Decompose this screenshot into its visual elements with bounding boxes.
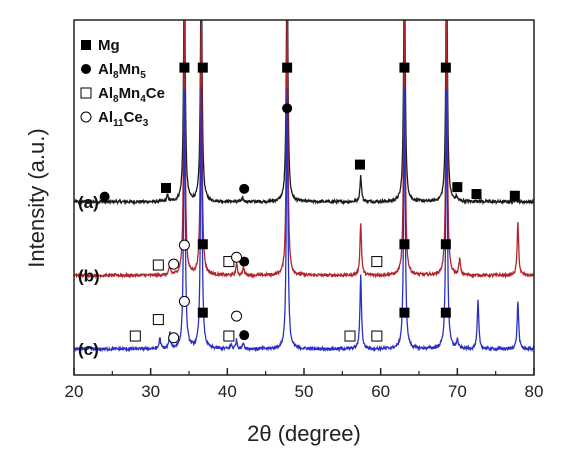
al8mn4ce-marker bbox=[129, 330, 141, 342]
x-tick-label: 60 bbox=[371, 382, 390, 401]
al8mn4ce-marker bbox=[223, 330, 235, 342]
series-line-2 bbox=[74, 86, 534, 353]
mg-marker bbox=[197, 239, 208, 250]
series-label-2: (c) bbox=[78, 340, 99, 359]
legend-label-0: Mg bbox=[98, 37, 120, 54]
legend-al8mn5-marker bbox=[81, 64, 91, 74]
series-labels: (a) (b) (c) bbox=[78, 193, 100, 359]
al8mn5-marker bbox=[239, 330, 250, 341]
al8mn4ce-marker bbox=[152, 314, 164, 326]
mg-marker bbox=[197, 62, 208, 73]
legend-al11ce3-marker bbox=[80, 111, 92, 123]
mg-marker bbox=[399, 307, 410, 318]
al11ce3-marker bbox=[168, 258, 180, 270]
marker-layer bbox=[99, 62, 520, 344]
mg-marker bbox=[509, 190, 520, 201]
al8mn4ce-marker bbox=[371, 256, 383, 268]
mg-marker bbox=[197, 307, 208, 318]
x-tick-label: 50 bbox=[295, 382, 314, 401]
legend-mg-marker bbox=[81, 40, 91, 50]
x-tick-label: 70 bbox=[448, 382, 467, 401]
mg-marker bbox=[471, 189, 482, 200]
legend-label-3: Al11Ce3 bbox=[98, 109, 149, 129]
mg-marker bbox=[354, 159, 365, 170]
al8mn5-marker bbox=[99, 191, 110, 202]
mg-marker bbox=[179, 62, 190, 73]
mg-marker bbox=[440, 307, 451, 318]
x-tick-label: 80 bbox=[525, 382, 544, 401]
mg-marker bbox=[399, 62, 410, 73]
legend-label-2: Al8Mn4Ce bbox=[98, 85, 165, 105]
series-line-0 bbox=[74, 20, 534, 206]
al11ce3-marker bbox=[231, 310, 243, 322]
mg-marker bbox=[452, 182, 463, 193]
x-axis-label: 2θ (degree) bbox=[247, 421, 361, 446]
series-layer bbox=[74, 20, 534, 353]
x-tick-label: 40 bbox=[218, 382, 237, 401]
al11ce3-marker bbox=[231, 251, 243, 263]
al8mn5-marker bbox=[239, 183, 250, 194]
al8mn5-marker bbox=[282, 103, 293, 114]
mg-marker bbox=[399, 239, 410, 250]
al8mn4ce-marker bbox=[344, 330, 356, 342]
series-line-1 bbox=[74, 20, 534, 280]
legend: Mg Al8Mn5 Al8Mn4Ce Al11Ce3 bbox=[80, 37, 165, 129]
al11ce3-marker bbox=[178, 239, 190, 251]
series-label-1: (b) bbox=[78, 266, 100, 285]
mg-marker bbox=[282, 62, 293, 73]
legend-al8mn4ce-marker bbox=[80, 87, 92, 99]
y-axis-label: Intensity (a.u.) bbox=[24, 128, 49, 267]
al11ce3-marker bbox=[178, 295, 190, 307]
al11ce3-marker bbox=[168, 332, 180, 344]
mg-marker bbox=[440, 239, 451, 250]
series-label-0: (a) bbox=[78, 193, 99, 212]
legend-label-1: Al8Mn5 bbox=[98, 61, 146, 81]
x-axis: 20 30 40 50 60 70 80 bbox=[65, 368, 544, 401]
x-tick-label: 20 bbox=[65, 382, 84, 401]
al8mn4ce-marker bbox=[152, 259, 164, 271]
mg-marker bbox=[440, 62, 451, 73]
x-tick-label: 30 bbox=[141, 382, 160, 401]
mg-marker bbox=[161, 182, 171, 193]
al8mn4ce-marker bbox=[371, 330, 383, 342]
